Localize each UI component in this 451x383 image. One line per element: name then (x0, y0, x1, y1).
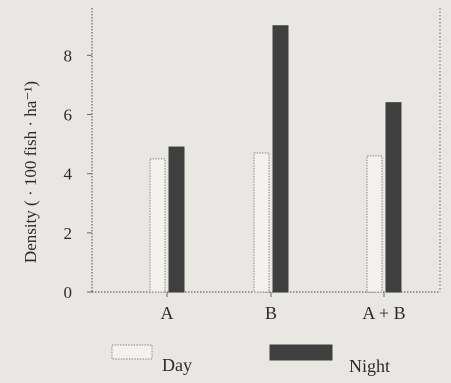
legend-label-night: Night (349, 356, 390, 376)
bar-night-b (272, 25, 289, 293)
y-tick-label: 0 (64, 283, 73, 302)
ticks: 0 2 4 6 8 A B A + B (64, 46, 406, 323)
y-tick-label: 8 (64, 46, 73, 65)
x-tick-label: B (265, 303, 277, 323)
x-tick-label: A (161, 303, 174, 323)
bar-day-a (149, 158, 166, 293)
y-tick-label: 6 (64, 106, 73, 125)
x-tick-label: A + B (362, 303, 405, 323)
y-tick-label: 4 (64, 165, 73, 184)
bar-night-ab (385, 102, 402, 293)
bars (149, 25, 402, 293)
y-axis-label: Density ( · 100 fish · ha⁻¹) (21, 81, 40, 263)
legend-swatch-day (111, 344, 153, 360)
legend-label-day: Day (162, 355, 192, 375)
bar-night-a (168, 146, 185, 293)
y-tick-label: 2 (64, 224, 73, 243)
legend-swatch-night (269, 344, 333, 361)
bar-day-ab (366, 155, 383, 293)
bar-day-b (253, 152, 270, 293)
legend: Day Night (111, 344, 390, 376)
